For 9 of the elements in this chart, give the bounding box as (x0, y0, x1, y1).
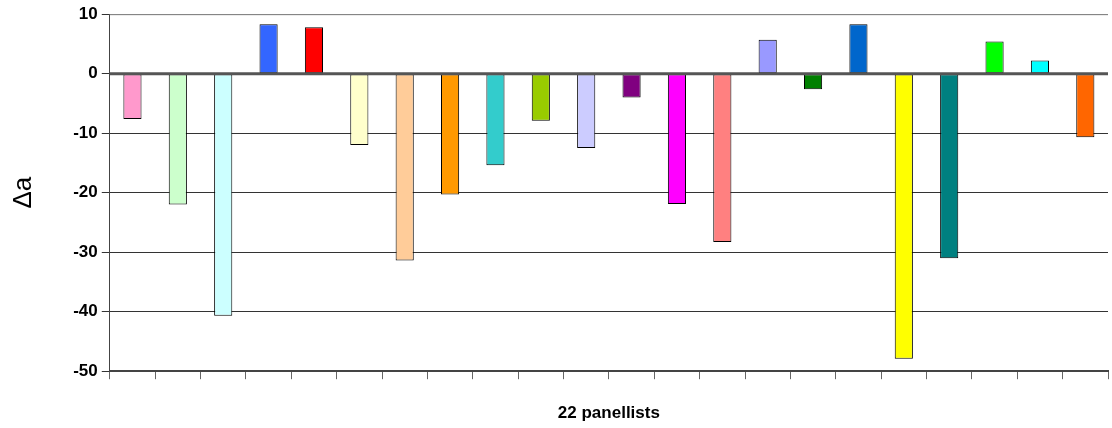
y-tick-label: 10 (78, 3, 98, 23)
y-axis-title: Δa (6, 176, 37, 209)
x-axis-title: 22 panellists (557, 403, 660, 423)
y-tick-label: 0 (88, 63, 98, 83)
y-tick-label: -10 (73, 122, 98, 142)
y-tick-label: -50 (73, 360, 98, 380)
y-tick-label: -40 (73, 301, 98, 321)
y-tick-label: -20 (73, 182, 98, 202)
y-tick-label: -30 (73, 241, 98, 261)
